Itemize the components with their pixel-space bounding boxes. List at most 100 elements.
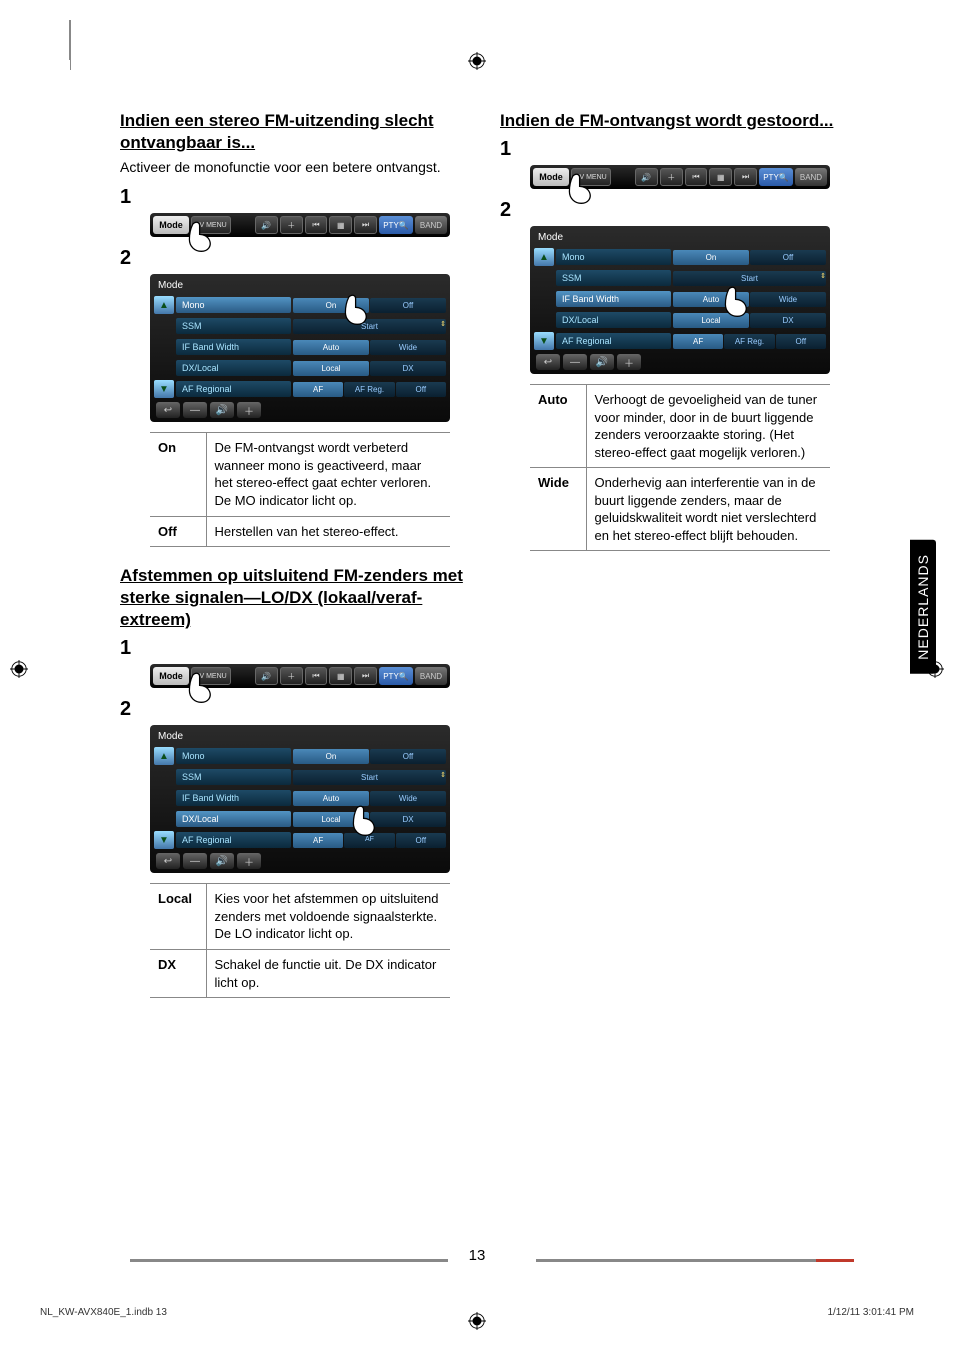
mode-panel: Mode ▲ Mono On Off SSM Start⇕ IF Band: [150, 725, 450, 873]
up-arrow-button[interactable]: ▲: [534, 248, 554, 266]
menu-item-ssm[interactable]: SSM: [176, 318, 291, 334]
option-auto[interactable]: Auto: [293, 791, 369, 806]
pic-button[interactable]: ▦: [709, 168, 732, 186]
minus-button[interactable]: —: [563, 354, 587, 370]
band-button[interactable]: BAND: [415, 216, 447, 234]
option-desc: De FM-ontvangst wordt verbeterd wanneer …: [206, 433, 450, 516]
pty-button[interactable]: PTY🔍: [379, 667, 413, 685]
avmenu-button[interactable]: AV MENU: [191, 216, 231, 234]
option-afreg[interactable]: AF Reg.: [724, 334, 774, 349]
plus-button[interactable]: ＋: [237, 853, 261, 869]
menu-item-afreg[interactable]: AF Regional: [556, 333, 671, 349]
prev-button[interactable]: ⏮: [305, 216, 328, 234]
step-number: 2: [120, 698, 470, 721]
option-af[interactable]: AF: [293, 382, 343, 397]
plus-button[interactable]: ＋: [237, 402, 261, 418]
next-button[interactable]: ⏭: [354, 667, 377, 685]
option-off[interactable]: Off: [750, 250, 826, 265]
option-wide[interactable]: Wide: [370, 340, 446, 355]
option-afreg[interactable]: AF Reg.: [344, 382, 394, 397]
menu-item-ifbw[interactable]: IF Band Width: [556, 291, 671, 307]
option-wide[interactable]: Wide: [370, 791, 446, 806]
pty-button[interactable]: PTY🔍: [379, 216, 413, 234]
back-button[interactable]: ↩: [536, 354, 560, 370]
option-start[interactable]: Start⇕: [293, 319, 446, 334]
up-arrow-button[interactable]: ▲: [154, 747, 174, 765]
menu-item-ssm[interactable]: SSM: [556, 270, 671, 286]
table-row: WideOnderhevig aan interferentie van in …: [530, 468, 830, 551]
option-local[interactable]: Local: [673, 313, 749, 328]
option-dx[interactable]: DX: [370, 361, 446, 376]
plus-button[interactable]: ＋: [617, 354, 641, 370]
speaker-button[interactable]: 🔊: [635, 168, 658, 186]
option-local[interactable]: Local: [293, 361, 369, 376]
option-wide[interactable]: Wide: [750, 292, 826, 307]
device-toolbar: Mode AV MENU 🔊 ＋ ⏮ ▦ ⏭ PTY🔍 BAND: [150, 213, 450, 237]
prev-button[interactable]: ⏮: [305, 667, 328, 685]
option-key: Local: [150, 884, 206, 950]
plus-button[interactable]: ＋: [660, 168, 683, 186]
pty-button[interactable]: PTY🔍: [759, 168, 793, 186]
band-button[interactable]: BAND: [415, 667, 447, 685]
speaker-button[interactable]: 🔊: [590, 354, 614, 370]
step-number: 1: [500, 138, 850, 161]
avmenu-button[interactable]: AV MENU: [191, 667, 231, 685]
option-on[interactable]: On: [293, 749, 369, 764]
back-button[interactable]: ↩: [156, 402, 180, 418]
mode-button[interactable]: Mode: [533, 168, 569, 186]
option-off[interactable]: Off: [370, 298, 446, 313]
mode-button[interactable]: Mode: [153, 667, 189, 685]
up-arrow-button[interactable]: ▲: [154, 296, 174, 314]
option-on[interactable]: On: [673, 250, 749, 265]
menu-item-dxlocal[interactable]: DX/Local: [556, 312, 671, 328]
prev-button[interactable]: ⏮: [685, 168, 708, 186]
mode-button[interactable]: Mode: [153, 216, 189, 234]
speaker-button[interactable]: 🔊: [255, 667, 278, 685]
menu-item-dxlocal[interactable]: DX/Local: [176, 360, 291, 376]
menu-item-afreg[interactable]: AF Regional: [176, 832, 291, 848]
menu-item-mono[interactable]: Mono: [556, 249, 671, 265]
minus-button[interactable]: —: [183, 402, 207, 418]
menu-item-ssm[interactable]: SSM: [176, 769, 291, 785]
option-off[interactable]: Off: [396, 833, 446, 848]
speaker-button[interactable]: 🔊: [210, 853, 234, 869]
option-local[interactable]: Local: [293, 812, 369, 827]
option-dx[interactable]: DX: [370, 812, 446, 827]
plus-button[interactable]: ＋: [280, 667, 303, 685]
option-on[interactable]: On: [293, 298, 369, 313]
step-number: 1: [120, 637, 470, 660]
option-start[interactable]: Start⇕: [673, 271, 826, 286]
menu-item-mono[interactable]: Mono: [176, 297, 291, 313]
menu-item-mono[interactable]: Mono: [176, 748, 291, 764]
option-afreg[interactable]: AF: [344, 833, 394, 848]
option-start[interactable]: Start⇕: [293, 770, 446, 785]
menu-item-dxlocal[interactable]: DX/Local: [176, 811, 291, 827]
avmenu-button[interactable]: AV MENU: [571, 168, 611, 186]
speaker-button[interactable]: 🔊: [255, 216, 278, 234]
option-af[interactable]: AF: [673, 334, 723, 349]
down-arrow-button[interactable]: ▼: [154, 380, 174, 398]
option-auto[interactable]: Auto: [293, 340, 369, 355]
step-number: 1: [120, 186, 470, 209]
option-off[interactable]: Off: [396, 382, 446, 397]
band-button[interactable]: BAND: [795, 168, 827, 186]
option-af[interactable]: AF: [293, 833, 343, 848]
section-title: Indien een stereo FM-uitzending slecht o…: [120, 110, 470, 154]
down-arrow-button[interactable]: ▼: [154, 831, 174, 849]
option-dx[interactable]: DX: [750, 313, 826, 328]
option-off[interactable]: Off: [370, 749, 446, 764]
minus-button[interactable]: —: [183, 853, 207, 869]
menu-item-ifbw[interactable]: IF Band Width: [176, 790, 291, 806]
option-auto[interactable]: Auto: [673, 292, 749, 307]
next-button[interactable]: ⏭: [734, 168, 757, 186]
back-button[interactable]: ↩: [156, 853, 180, 869]
option-off[interactable]: Off: [776, 334, 826, 349]
speaker-button[interactable]: 🔊: [210, 402, 234, 418]
down-arrow-button[interactable]: ▼: [534, 332, 554, 350]
pic-button[interactable]: ▦: [329, 216, 352, 234]
next-button[interactable]: ⏭: [354, 216, 377, 234]
pic-button[interactable]: ▦: [329, 667, 352, 685]
menu-item-ifbw[interactable]: IF Band Width: [176, 339, 291, 355]
plus-button[interactable]: ＋: [280, 216, 303, 234]
menu-item-afreg[interactable]: AF Regional: [176, 381, 291, 397]
